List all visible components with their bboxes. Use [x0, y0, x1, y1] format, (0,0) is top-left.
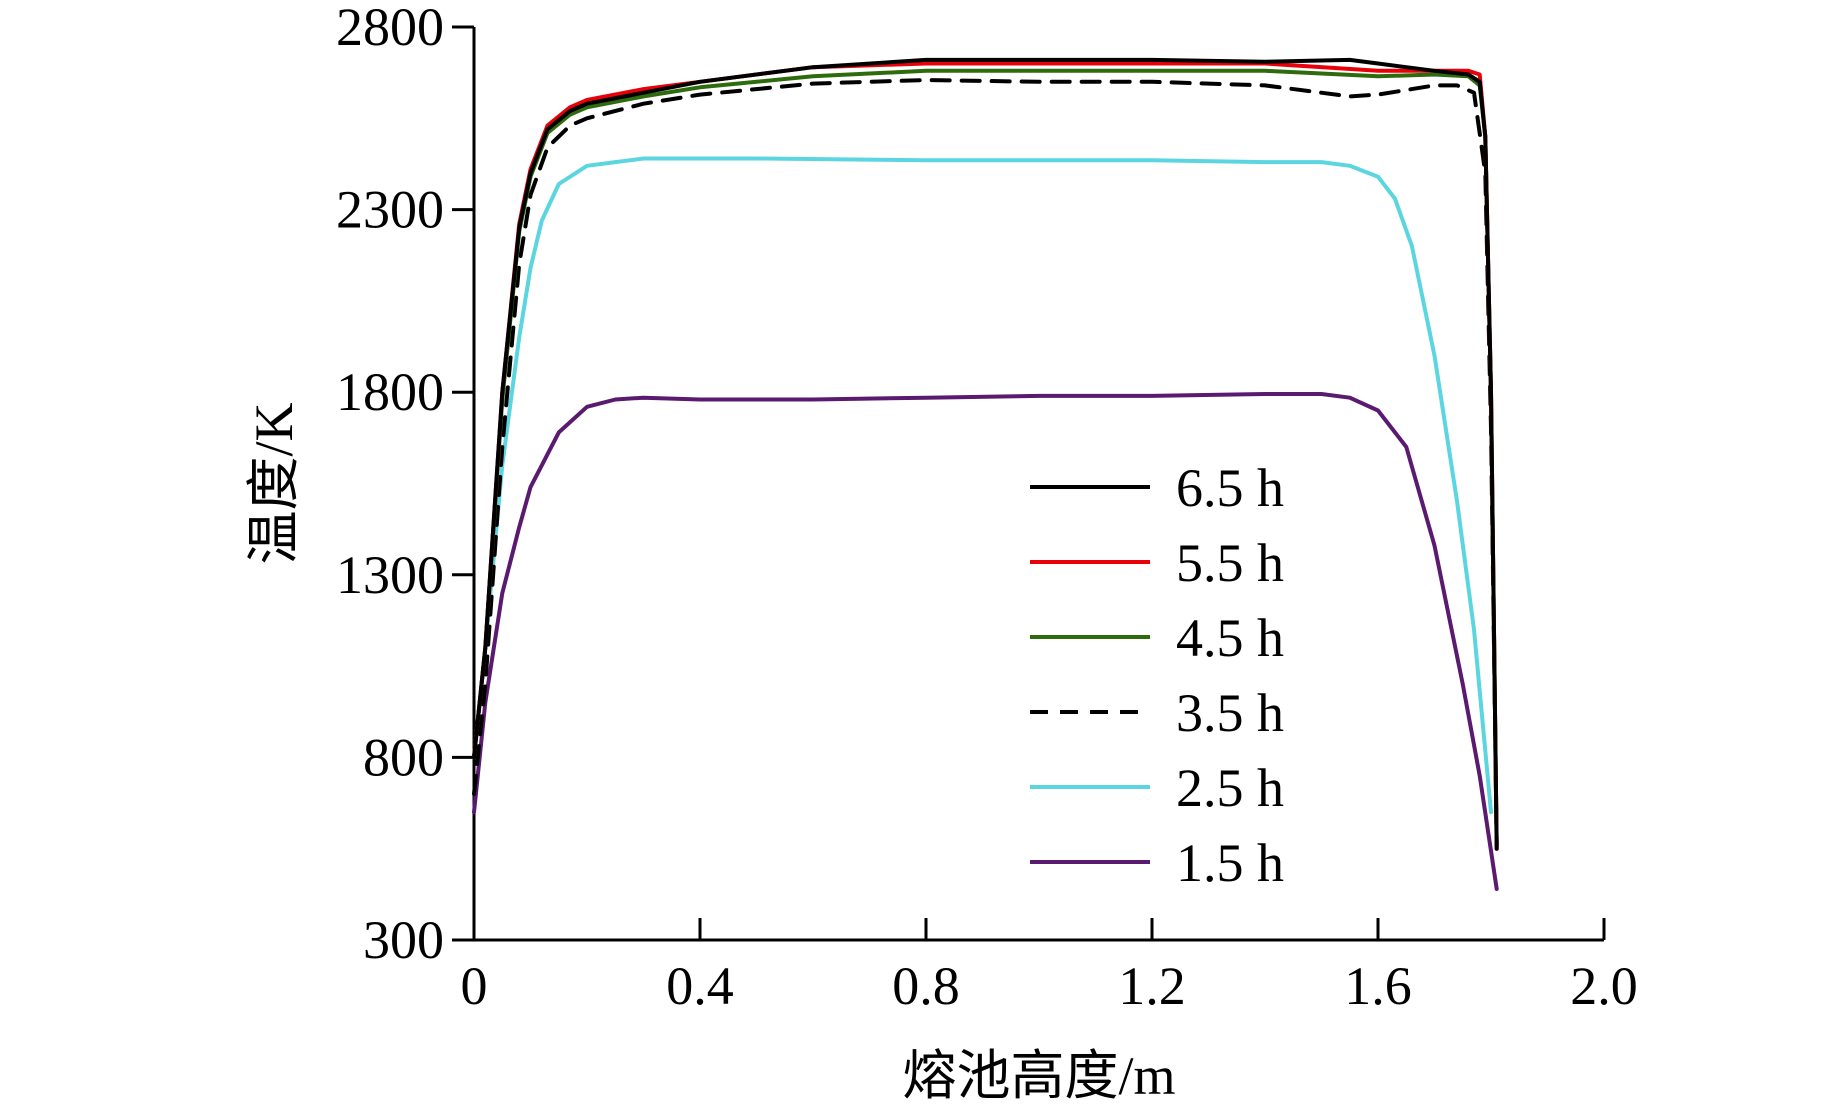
- y-tick-label: 1300: [336, 545, 444, 605]
- y-tick-label: 2800: [336, 0, 444, 57]
- axes: 300 800 1300 1800 2300 2800 0 0.4 0.8 1.2 1.6 2.0: [336, 0, 1638, 1016]
- series-line-1-5-h: [472, 392, 1499, 891]
- legend-label: 6.5 h: [1176, 458, 1284, 518]
- y-tick-label: 1800: [336, 362, 444, 422]
- y-tick-label: 2300: [336, 180, 444, 240]
- legend: 6.5 h 5.5 h 4.5 h 3.5 h 2.5 h 1.5 h: [1030, 458, 1284, 893]
- y-axis-label: 温度/K: [244, 402, 304, 564]
- series-layer: [472, 57, 1499, 891]
- x-tick-label: 1.2: [1118, 956, 1186, 1016]
- legend-label: 4.5 h: [1176, 608, 1284, 668]
- series-line-4-5-h: [472, 68, 1499, 847]
- series-line-3-5-h: [472, 78, 1499, 847]
- legend-label: 2.5 h: [1176, 758, 1284, 818]
- legend-label: 1.5 h: [1176, 833, 1284, 893]
- y-tick-label: 800: [363, 727, 444, 787]
- x-tick-label: 0: [461, 956, 488, 1016]
- y-tick-label: 300: [363, 910, 444, 970]
- x-tick-label: 0.8: [892, 956, 960, 1016]
- series-line-2-5-h: [472, 156, 1493, 815]
- series-line-6-5-h: [472, 57, 1499, 851]
- x-tick-label: 2.0: [1570, 956, 1638, 1016]
- legend-label: 5.5 h: [1176, 533, 1284, 593]
- series-line-5-5-h: [472, 61, 1499, 851]
- x-axis-label: 熔池高度/m: [902, 1046, 1175, 1106]
- x-tick-label: 1.6: [1344, 956, 1412, 1016]
- x-tick-label: 0.4: [666, 956, 734, 1016]
- legend-label: 3.5 h: [1176, 683, 1284, 743]
